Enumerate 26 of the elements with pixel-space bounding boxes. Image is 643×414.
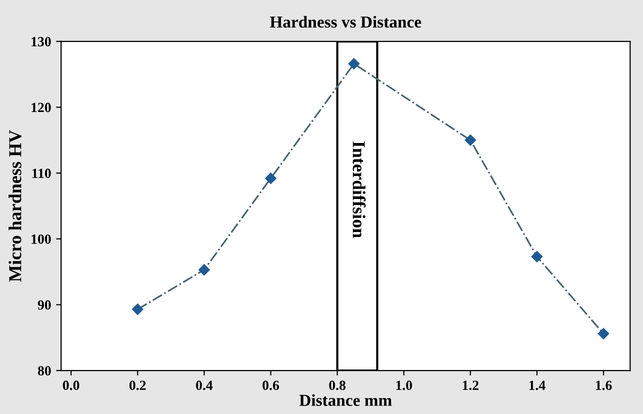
y-tick-label: 120 xyxy=(32,102,51,112)
point xyxy=(198,264,210,276)
x-axis-title: Distance mm xyxy=(299,394,392,406)
y-tick-label: 90 xyxy=(38,300,51,310)
y-tick-label: 80 xyxy=(38,366,51,376)
x-tick-label: 0.0 xyxy=(62,380,80,390)
point xyxy=(132,304,144,315)
x-tick-label: 0.2 xyxy=(129,380,146,390)
point xyxy=(531,251,543,262)
y-tick-label: 100 xyxy=(32,234,51,244)
band-label: Interdiffsion xyxy=(352,141,366,238)
y-axis-title: Micro hardness HV xyxy=(8,130,22,282)
y-tick-label: 130 xyxy=(32,36,51,46)
point xyxy=(348,58,360,70)
x-tick-label: 1.2 xyxy=(462,380,478,390)
point xyxy=(598,328,610,340)
x-tick-label: 0.4 xyxy=(196,380,213,390)
x-tick-label: 0.6 xyxy=(262,380,280,390)
x-tick-label: 0.8 xyxy=(329,380,346,390)
x-tick-label: 1.4 xyxy=(529,380,546,390)
x-tick-label: 1.0 xyxy=(396,380,412,390)
point xyxy=(464,134,476,146)
x-tick-label: 1.6 xyxy=(596,380,612,390)
point xyxy=(265,172,276,184)
y-tick-label: 110 xyxy=(32,168,51,178)
chart-title: Hardness vs Distance xyxy=(270,16,422,28)
